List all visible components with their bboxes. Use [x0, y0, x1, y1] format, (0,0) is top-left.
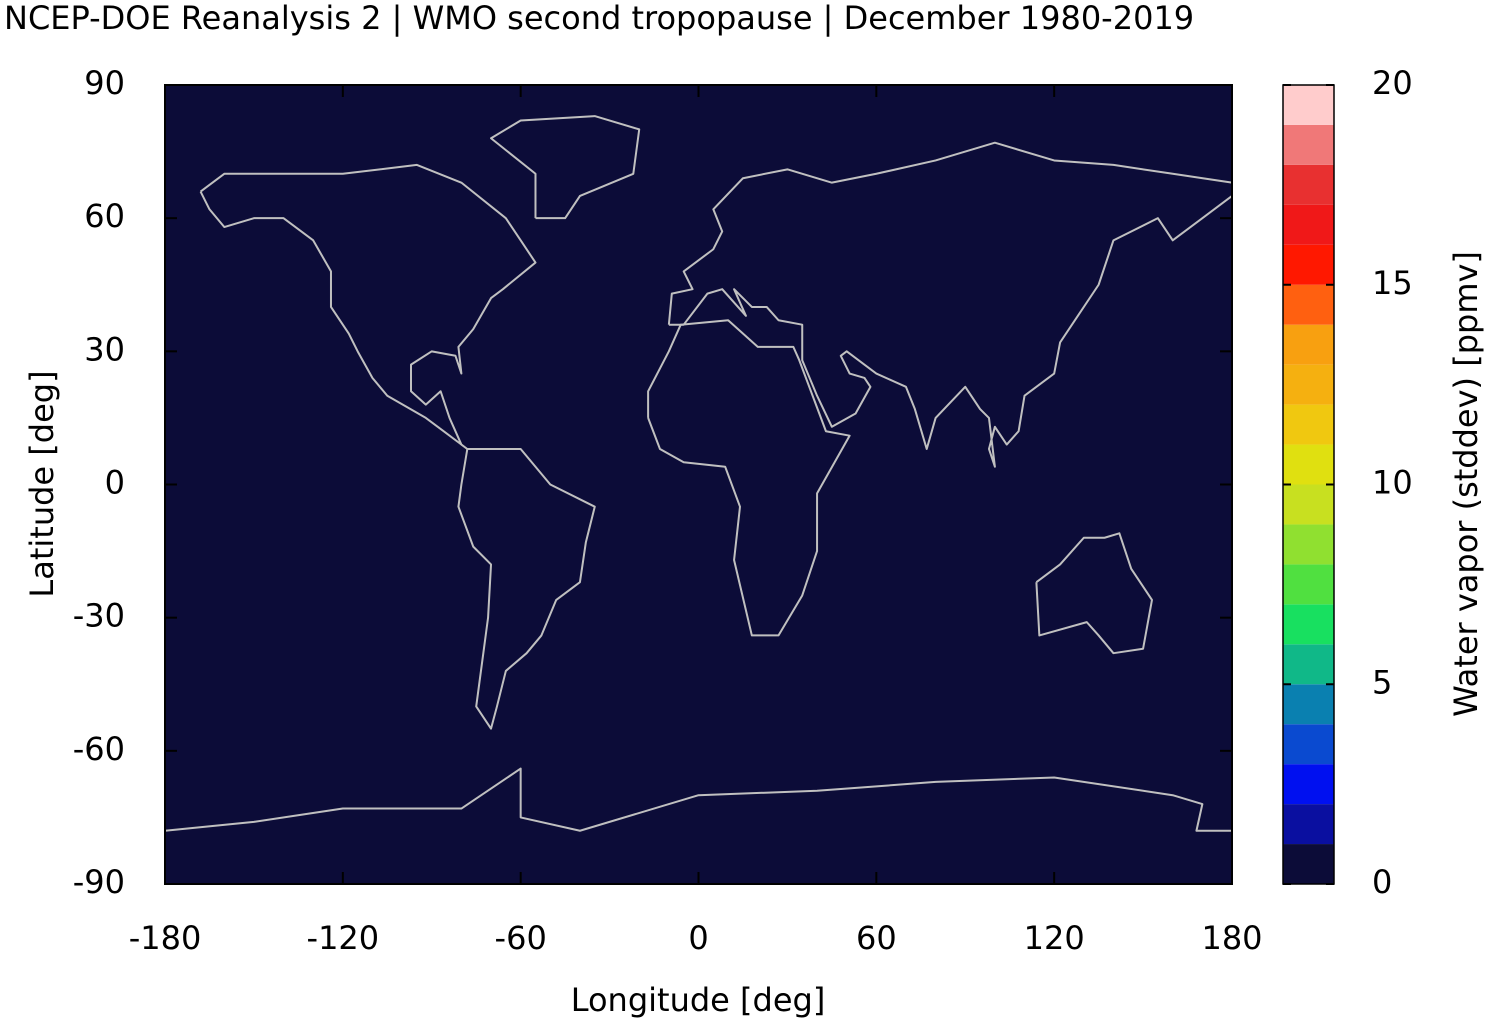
colorbar-band	[1283, 724, 1334, 765]
coastline	[667, 141, 1233, 468]
colorbar-tick-label: 10	[1372, 464, 1413, 502]
colorbar-band	[1283, 404, 1334, 445]
coastline	[1035, 532, 1153, 655]
coastline	[164, 767, 1232, 832]
y-tick-label: 30	[84, 330, 125, 368]
colorbar-band	[1283, 164, 1334, 205]
x-tick-label: -60	[495, 919, 547, 957]
colorbar-band	[1283, 804, 1334, 845]
colorbar-tick-label: 0	[1372, 863, 1392, 901]
x-tick-label: -180	[129, 919, 202, 957]
coastline	[490, 115, 641, 220]
x-axis-label: Longitude [deg]	[571, 981, 826, 1019]
coastline	[199, 163, 537, 450]
colorbar-band	[1283, 85, 1334, 125]
colorbar-band	[1283, 324, 1334, 365]
colorbar-band	[1283, 284, 1334, 325]
y-tick-label: -90	[73, 863, 125, 901]
colorbar-band	[1283, 604, 1334, 645]
chart-title: NCEP-DOE Reanalysis 2 | WMO second tropo…	[4, 0, 1194, 37]
y-tick-label: 0	[105, 464, 125, 502]
coastline	[457, 447, 596, 730]
x-tick-label: 180	[1201, 919, 1262, 957]
colorbar-band	[1283, 844, 1334, 884]
x-tick-label: -120	[307, 919, 380, 957]
colorbar-label: Water vapor (stddev) [ppmv]	[1447, 251, 1485, 717]
y-tick-label: 90	[84, 64, 125, 102]
x-tick-label: 0	[688, 919, 708, 957]
colorbar-band	[1283, 244, 1334, 285]
y-axis-label: Latitude [deg]	[23, 370, 61, 597]
colorbar-band	[1283, 564, 1334, 605]
colorbar-band	[1283, 484, 1334, 525]
coastline	[647, 319, 851, 637]
y-tick-label: -60	[73, 730, 125, 768]
colorbar-band	[1283, 644, 1334, 685]
colorbar-band	[1283, 684, 1334, 725]
colorbar-tick-label: 20	[1372, 64, 1413, 102]
colorbar-band	[1283, 764, 1334, 805]
x-tick-label: 120	[1024, 919, 1085, 957]
colorbar-band	[1283, 124, 1334, 165]
y-tick-label: 60	[84, 197, 125, 235]
colorbar-band	[1283, 364, 1334, 405]
colorbar-tick-label: 15	[1372, 264, 1413, 302]
colorbar-tick-label: 5	[1372, 663, 1392, 701]
y-tick-label: -30	[73, 597, 125, 635]
field-cell	[165, 85, 1232, 884]
colorbar-band	[1283, 444, 1334, 485]
colorbar-band	[1283, 204, 1334, 245]
colorbar-band	[1283, 524, 1334, 565]
x-tick-label: 60	[856, 919, 897, 957]
